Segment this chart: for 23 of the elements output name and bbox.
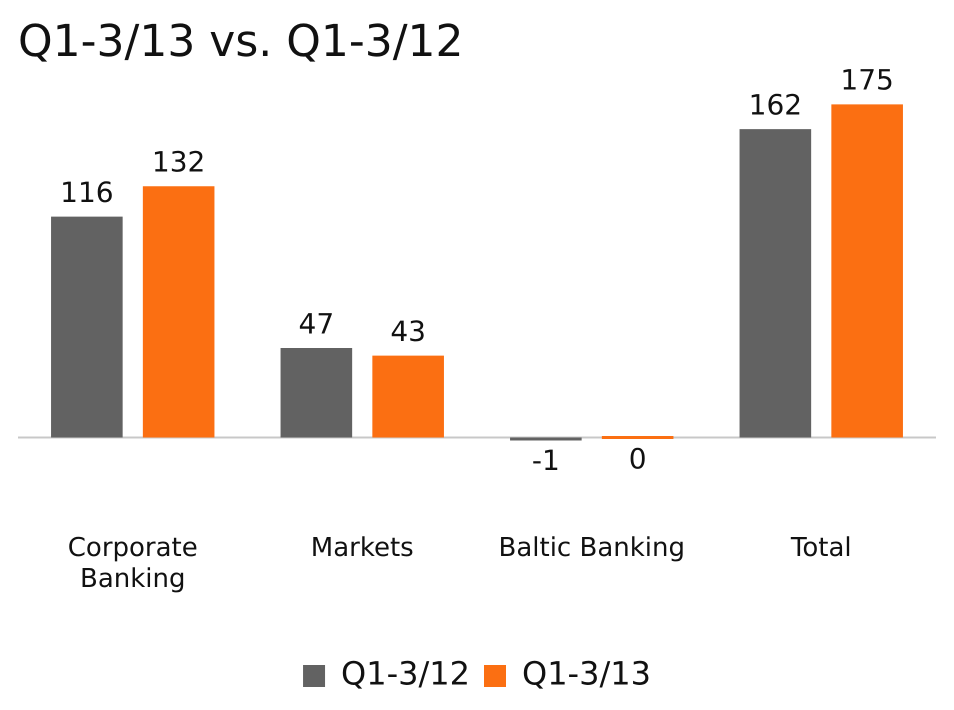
bar (280, 348, 352, 438)
chart-title: Q1-3/13 vs. Q1-3/12 (18, 16, 464, 67)
data-label: 162 (748, 88, 802, 122)
bar (831, 104, 903, 438)
bar (602, 436, 674, 440)
data-label: -1 (532, 444, 560, 477)
data-label: 116 (60, 176, 114, 209)
bar (142, 186, 214, 438)
data-label: 0 (628, 442, 647, 476)
data-label: 132 (152, 145, 206, 178)
legend-label: Q1-3/13 (522, 654, 651, 692)
legend-label: Q1-3/12 (341, 654, 470, 692)
bar (740, 129, 812, 438)
data-label: 43 (390, 314, 426, 348)
x-tick-label: Baltic Banking (498, 532, 685, 563)
data-label: 175 (840, 64, 894, 97)
bar (51, 216, 123, 438)
x-tick-label: Markets (310, 532, 414, 563)
bar (510, 438, 582, 441)
x-tick-label: Corporate Banking (68, 532, 198, 594)
x-tick-label: Total (790, 532, 852, 563)
data-label: 47 (298, 307, 334, 340)
bar (372, 356, 444, 438)
